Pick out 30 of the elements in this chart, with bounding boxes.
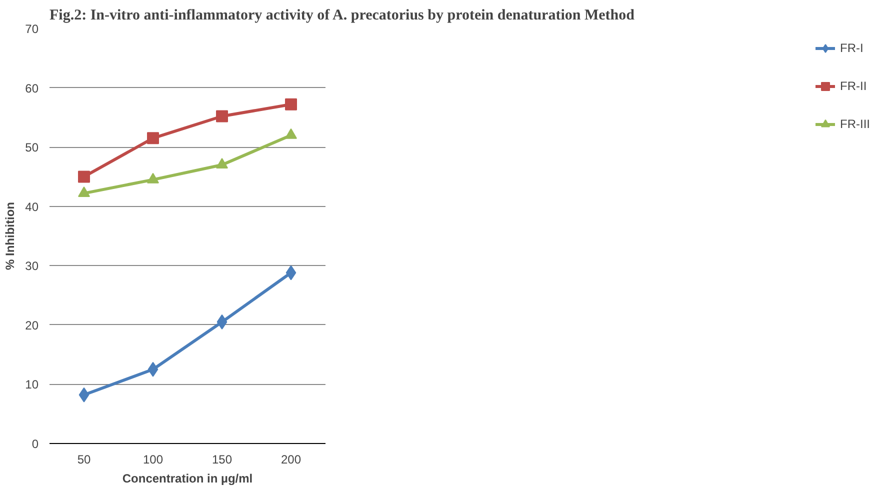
legend-label: FR-II: [840, 79, 867, 93]
y-tick-label: 30: [25, 259, 39, 274]
x-tick-label: 100: [142, 452, 164, 466]
legend-label: FR-III: [840, 117, 870, 131]
y-tick-label: 40: [25, 200, 39, 214]
legend-label: FR-I: [840, 41, 864, 55]
point: [216, 110, 228, 122]
x-axis-title: Concentration in µg/ml: [122, 472, 253, 486]
point: [148, 362, 158, 377]
y-tick-label: 0: [32, 437, 39, 451]
y-tick-label: 50: [25, 140, 39, 155]
point: [285, 98, 297, 110]
y-tick-label: 20: [25, 318, 39, 332]
point: [216, 158, 228, 169]
point: [285, 128, 297, 139]
y-tick-label: 10: [25, 378, 39, 392]
y-axis-title: % Inhibition: [3, 202, 18, 270]
x-tick-label: 200: [280, 452, 302, 466]
point: [78, 186, 90, 197]
x-tick-label: 50: [77, 452, 91, 466]
point: [78, 170, 90, 183]
x-tick-label: 150: [212, 452, 232, 466]
point: [216, 314, 228, 330]
y-tick-label: 70: [25, 22, 39, 36]
chart-title: Fig.2: In-vitro anti-inflammatory activity of A. precatorius by protein denaturation Method: [50, 8, 636, 24]
point: [147, 172, 159, 184]
point: [286, 265, 296, 280]
point: [147, 132, 159, 144]
y-tick-label: 60: [25, 81, 39, 96]
point: [78, 387, 90, 402]
